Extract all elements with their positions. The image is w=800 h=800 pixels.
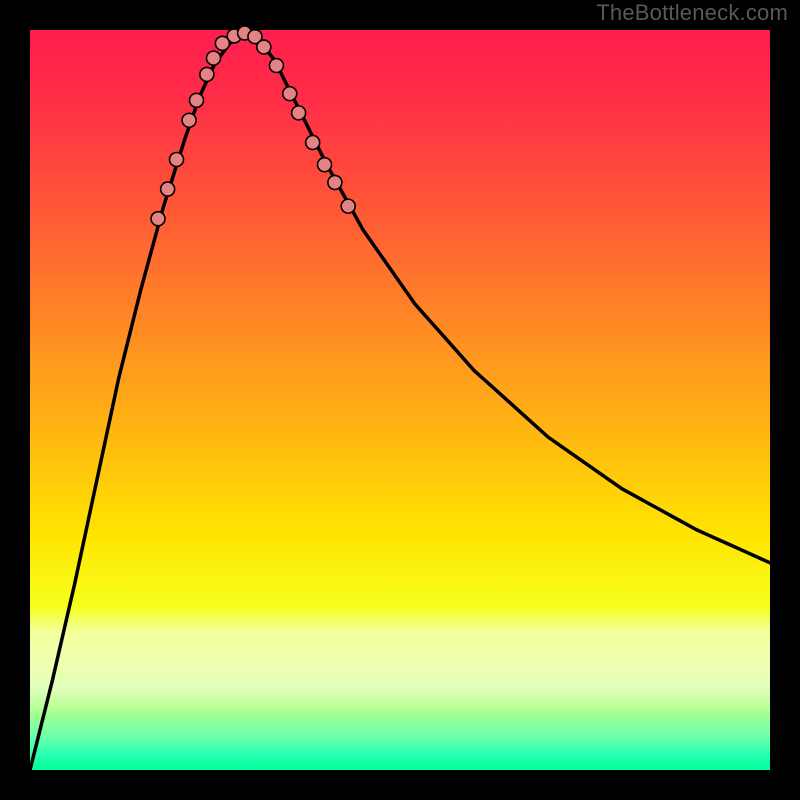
curve-marker [161,182,175,196]
curve-marker [182,113,196,127]
chart-white-band [30,30,770,770]
curve-marker [190,93,204,107]
curve-marker [151,212,165,226]
curve-marker [283,87,297,101]
chart-canvas [0,0,800,800]
curve-marker [341,199,355,213]
curve-marker [170,153,184,167]
curve-marker [292,106,306,120]
curve-marker [200,67,214,81]
curve-marker [328,175,342,189]
bottleneck-chart: { "meta": { "watermark": "TheBottleneck.… [0,0,800,800]
curve-marker [318,158,332,172]
curve-marker [269,59,283,73]
curve-marker [207,51,221,65]
curve-marker [257,40,271,54]
curve-marker [306,135,320,149]
